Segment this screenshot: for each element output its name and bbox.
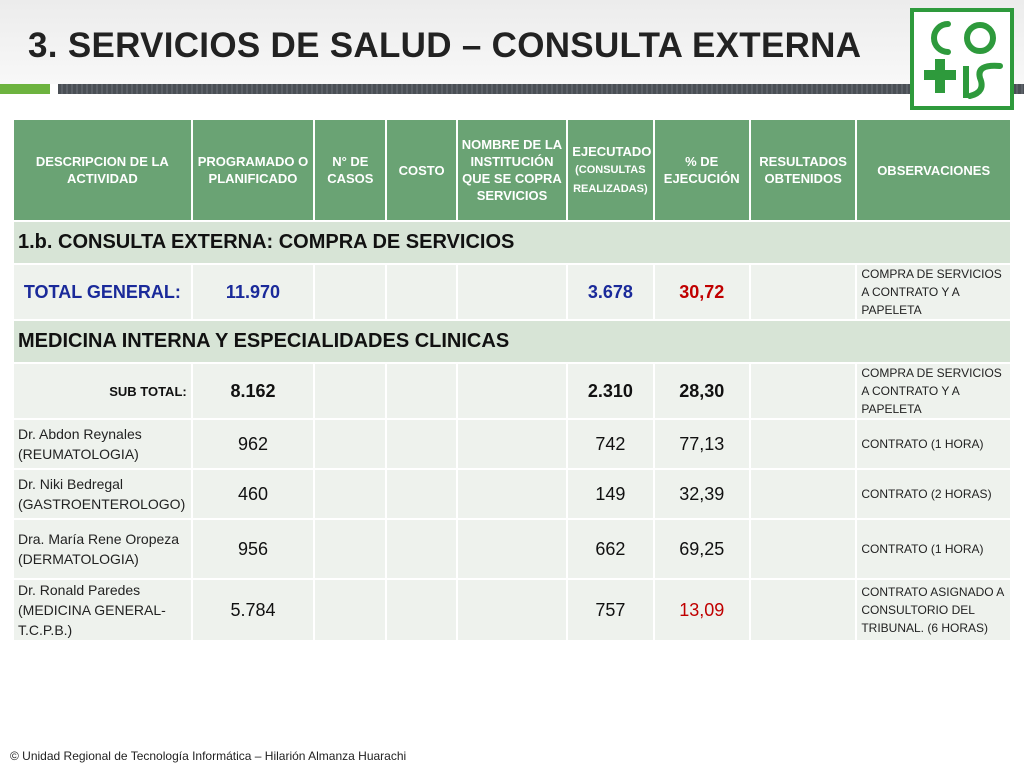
header-ejecutado-label: EJECUTADO xyxy=(572,143,652,159)
row-institucion xyxy=(457,520,567,578)
row-institucion xyxy=(457,580,567,640)
section-title-compra: 1.b. CONSULTA EXTERNA: COMPRA DE SERVICI… xyxy=(14,222,1010,263)
title-band xyxy=(0,0,1024,84)
row-costo xyxy=(387,580,456,640)
row-porcentaje: 13,09 xyxy=(654,580,749,640)
row-programado: 5.784 xyxy=(192,580,314,640)
header-observaciones: OBSERVACIONES xyxy=(857,120,1010,220)
slide-title: 3. SERVICIOS DE SALUD – CONSULTA EXTERNA xyxy=(28,26,862,65)
row-programado: 956 xyxy=(192,520,314,578)
table-row: Dr. Niki Bedregal (GASTROENTEROLOGO) 460… xyxy=(14,470,1010,518)
row-observacion: CONTRATO (2 HORAS) xyxy=(857,470,1010,518)
row-resultados xyxy=(750,520,856,578)
row-ejecutado: 662 xyxy=(568,520,653,578)
row-casos xyxy=(315,420,386,468)
total-label: TOTAL GENERAL: xyxy=(14,265,191,319)
row-casos xyxy=(315,580,386,640)
total-row: TOTAL GENERAL: 11.970 3.678 30,72 COMPRA… xyxy=(14,265,1010,319)
services-table: DESCRIPCION DE LA ACTIVIDAD PROGRAMADO O… xyxy=(12,118,1012,642)
accent-rule-dark xyxy=(58,84,1024,94)
header-resultados: RESULTADOS OBTENIDOS xyxy=(750,120,856,220)
subtotal-resultados xyxy=(750,364,856,418)
row-observacion: CONTRATO (1 HORA) xyxy=(857,420,1010,468)
accent-rule-green xyxy=(0,84,50,94)
row-institucion xyxy=(457,420,567,468)
header-ejecutado: EJECUTADO (CONSULTAS REALIZADAS) xyxy=(568,120,653,220)
row-porcentaje: 77,13 xyxy=(654,420,749,468)
total-observacion: COMPRA DE SERVICIOS A CONTRATO Y A PAPEL… xyxy=(857,265,1010,319)
row-costo xyxy=(387,520,456,578)
total-programado: 11.970 xyxy=(192,265,314,319)
row-costo xyxy=(387,420,456,468)
header-institucion: NOMBRE DE LA INSTITUCIÓN QUE SE COPRA SE… xyxy=(457,120,567,220)
table-row: Dr. Ronald Paredes (MEDICINA GENERAL-T.C… xyxy=(14,580,1010,640)
row-programado: 962 xyxy=(192,420,314,468)
row-observacion: CONTRATO (1 HORA) xyxy=(857,520,1010,578)
total-porcentaje: 30,72 xyxy=(654,265,749,319)
section-row: MEDICINA INTERNA Y ESPECIALIDADES CLINIC… xyxy=(14,321,1010,362)
subtotal-porcentaje: 28,30 xyxy=(654,364,749,418)
header-descripcion: DESCRIPCION DE LA ACTIVIDAD xyxy=(14,120,191,220)
subtotal-row: SUB TOTAL: 8.162 2.310 28,30 COMPRA DE S… xyxy=(14,364,1010,418)
header-ejecutado-sub: (CONSULTAS REALIZADAS) xyxy=(573,163,648,195)
header-programado: PROGRAMADO O PLANIFICADO xyxy=(192,120,314,220)
total-casos xyxy=(315,265,386,319)
footer-credit: © Unidad Regional de Tecnología Informát… xyxy=(10,749,407,763)
row-descripcion: Dr. Abdon Reynales (REUMATOLOGIA) xyxy=(14,420,191,468)
row-resultados xyxy=(750,420,856,468)
row-resultados xyxy=(750,580,856,640)
row-descripcion: Dr. Niki Bedregal (GASTROENTEROLOGO) xyxy=(14,470,191,518)
row-porcentaje: 69,25 xyxy=(654,520,749,578)
row-costo xyxy=(387,470,456,518)
subtotal-label: SUB TOTAL: xyxy=(14,364,191,418)
table-row: Dra. María Rene Oropeza (DERMATOLOGIA) 9… xyxy=(14,520,1010,578)
cps-logo xyxy=(910,8,1014,110)
row-casos xyxy=(315,520,386,578)
subtotal-institucion xyxy=(457,364,567,418)
row-porcentaje: 32,39 xyxy=(654,470,749,518)
row-ejecutado: 742 xyxy=(568,420,653,468)
header-casos: N° DE CASOS xyxy=(315,120,386,220)
total-costo xyxy=(387,265,456,319)
row-ejecutado: 149 xyxy=(568,470,653,518)
row-resultados xyxy=(750,470,856,518)
subtotal-casos xyxy=(315,364,386,418)
row-casos xyxy=(315,470,386,518)
table-row: Dr. Abdon Reynales (REUMATOLOGIA) 962 74… xyxy=(14,420,1010,468)
header-row: DESCRIPCION DE LA ACTIVIDAD PROGRAMADO O… xyxy=(14,120,1010,220)
row-programado: 460 xyxy=(192,470,314,518)
header-costo: COSTO xyxy=(387,120,456,220)
subtotal-costo xyxy=(387,364,456,418)
subtotal-programado: 8.162 xyxy=(192,364,314,418)
total-ejecutado: 3.678 xyxy=(568,265,653,319)
total-institucion xyxy=(457,265,567,319)
section-row: 1.b. CONSULTA EXTERNA: COMPRA DE SERVICI… xyxy=(14,222,1010,263)
row-ejecutado: 757 xyxy=(568,580,653,640)
row-institucion xyxy=(457,470,567,518)
section-title-medicina: MEDICINA INTERNA Y ESPECIALIDADES CLINIC… xyxy=(14,321,1010,362)
row-descripcion: Dr. Ronald Paredes (MEDICINA GENERAL-T.C… xyxy=(14,580,191,640)
row-observacion: CONTRATO ASIGNADO A CONSULTORIO DEL TRIB… xyxy=(857,580,1010,640)
subtotal-ejecutado: 2.310 xyxy=(568,364,653,418)
row-descripcion: Dra. María Rene Oropeza (DERMATOLOGIA) xyxy=(14,520,191,578)
subtotal-observacion: COMPRA DE SERVICIOS A CONTRATO Y A PAPEL… xyxy=(857,364,1010,418)
total-resultados xyxy=(750,265,856,319)
header-porcentaje: % DE EJECUCIÓN xyxy=(654,120,749,220)
